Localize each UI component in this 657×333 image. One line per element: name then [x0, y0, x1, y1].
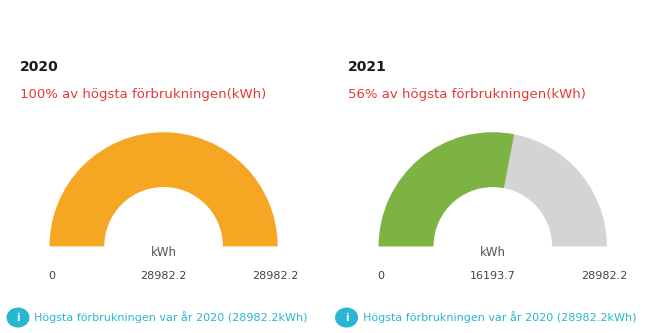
Text: i: i	[345, 313, 348, 323]
Text: 16193.7: 16193.7	[470, 271, 516, 281]
Text: kWh: kWh	[480, 245, 506, 258]
Wedge shape	[378, 132, 514, 246]
Text: Högsta förbrukningen var år 2020 (28982.2kWh): Högsta förbrukningen var år 2020 (28982.…	[363, 312, 637, 323]
Wedge shape	[378, 132, 607, 246]
Text: 28982.2: 28982.2	[252, 271, 298, 281]
Text: 100% av högsta förbrukningen(kWh): 100% av högsta förbrukningen(kWh)	[20, 88, 266, 101]
Text: Högsta förbrukningen var år 2020 (28982.2kWh): Högsta förbrukningen var år 2020 (28982.…	[34, 312, 308, 323]
Text: År - 2020: År - 2020	[66, 17, 158, 35]
Text: i: i	[16, 313, 20, 323]
Text: 2021: 2021	[348, 60, 387, 74]
Text: 28982.2: 28982.2	[581, 271, 627, 281]
Text: 56% av högsta förbrukningen(kWh): 56% av högsta förbrukningen(kWh)	[348, 88, 586, 101]
Circle shape	[336, 308, 357, 327]
Text: 0: 0	[49, 271, 55, 281]
Circle shape	[7, 308, 29, 327]
Text: 2020: 2020	[20, 60, 58, 74]
Text: År - 2021: År - 2021	[394, 17, 487, 35]
Text: 28982.2: 28982.2	[141, 271, 187, 281]
Text: kWh: kWh	[150, 245, 177, 258]
Wedge shape	[49, 132, 278, 246]
Text: 0: 0	[378, 271, 384, 281]
